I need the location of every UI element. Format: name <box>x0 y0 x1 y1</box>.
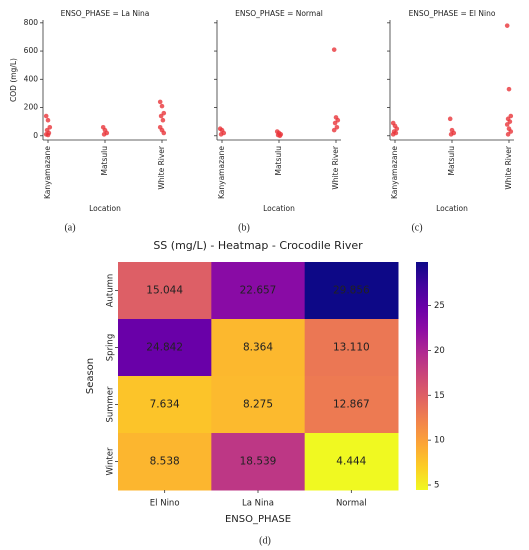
caption: (b) <box>238 222 250 233</box>
point <box>218 132 224 137</box>
panel-title: ENSO_PHASE = El Nino <box>409 9 496 18</box>
point <box>277 133 283 139</box>
point <box>332 120 338 126</box>
x-tick-label: Kanyamazane <box>217 146 226 199</box>
cell-label: 22.657 <box>240 285 277 297</box>
point <box>45 132 51 138</box>
point <box>390 132 396 137</box>
x-tick-label: Matsulu <box>100 146 109 176</box>
cell-label: 4.444 <box>336 456 366 468</box>
point <box>506 86 512 92</box>
colorbar-tick-label: 5 <box>434 481 439 491</box>
colorbar-tick-label: 25 <box>434 301 445 311</box>
y-tick-label: Winter <box>106 447 116 476</box>
x-tick-label: El Nino <box>150 499 180 509</box>
y-axis-label: COD (mg/L) <box>9 58 18 102</box>
colorbar <box>416 262 428 490</box>
point <box>160 117 166 123</box>
cell <box>211 319 306 377</box>
caption: (c) <box>411 222 422 233</box>
cell <box>304 433 399 491</box>
point <box>161 130 167 136</box>
cell-label: 29.856 <box>333 285 370 297</box>
x-tick-label: White River <box>331 145 340 190</box>
y-tick-label: 0 <box>33 131 38 140</box>
cell <box>211 262 306 320</box>
cell <box>304 319 399 377</box>
point <box>504 23 510 28</box>
x-tick-label: White River <box>157 145 166 190</box>
cell <box>118 319 212 377</box>
y-axis-label: Season <box>85 358 96 394</box>
x-tick-label: Kanyamazane <box>43 146 52 199</box>
y-tick-label: 600 <box>24 46 39 55</box>
colorbar-tick-label: 20 <box>434 346 445 356</box>
point <box>43 113 49 119</box>
panel-title: ENSO_PHASE = Normal <box>235 9 323 18</box>
y-tick-label: Summer <box>106 386 116 423</box>
y-tick-label: Autumn <box>106 274 116 308</box>
chart-title: SS (mg/L) - Heatmap - Crocodile River <box>153 239 363 252</box>
point <box>331 127 337 133</box>
x-axis-label: ENSO_PHASE <box>225 514 291 525</box>
colorbar-tick-label: 15 <box>434 391 445 401</box>
colorbar-tick-label: 10 <box>434 436 445 446</box>
cell <box>211 433 306 491</box>
point <box>447 116 453 122</box>
point <box>158 113 164 119</box>
caption: (d) <box>259 535 271 546</box>
cell-label: 24.842 <box>146 342 183 354</box>
cell-label: 15.044 <box>146 285 183 297</box>
x-tick-label: White River <box>504 145 513 190</box>
point <box>448 132 454 137</box>
point <box>45 117 51 123</box>
x-tick-label: La Nina <box>242 499 274 509</box>
point <box>331 47 337 52</box>
y-tick-label: Spring <box>106 334 116 361</box>
cell <box>118 262 212 320</box>
cell <box>304 262 399 320</box>
point <box>504 122 510 127</box>
x-tick-label: Normal <box>336 499 367 509</box>
x-axis-label: Location <box>436 204 468 213</box>
point <box>101 132 107 137</box>
y-tick-label: 200 <box>24 103 39 112</box>
cell-label: 13.110 <box>333 342 370 354</box>
cell-label: 18.539 <box>240 456 277 468</box>
point <box>157 99 163 105</box>
x-axis-label: Location <box>89 204 121 213</box>
x-tick-label: Kanyamazane <box>390 146 399 199</box>
y-tick-label: 800 <box>24 18 39 27</box>
cell-label: 7.634 <box>150 399 180 411</box>
cell-label: 8.275 <box>243 399 273 411</box>
cell <box>118 376 212 434</box>
x-axis-label: Location <box>263 204 295 213</box>
cell <box>211 376 306 434</box>
caption: (a) <box>64 222 75 233</box>
cell-label: 12.867 <box>333 399 370 411</box>
panel-title: ENSO_PHASE = La Nina <box>61 9 150 18</box>
x-tick-label: Matsulu <box>447 146 456 176</box>
point <box>505 132 511 137</box>
cell-label: 8.364 <box>243 342 273 354</box>
x-tick-label: Matsulu <box>274 146 283 176</box>
cell-label: 8.538 <box>150 456 180 468</box>
y-tick-label: 400 <box>24 74 39 83</box>
cell <box>304 376 399 434</box>
cell <box>118 433 212 491</box>
point <box>159 103 165 109</box>
